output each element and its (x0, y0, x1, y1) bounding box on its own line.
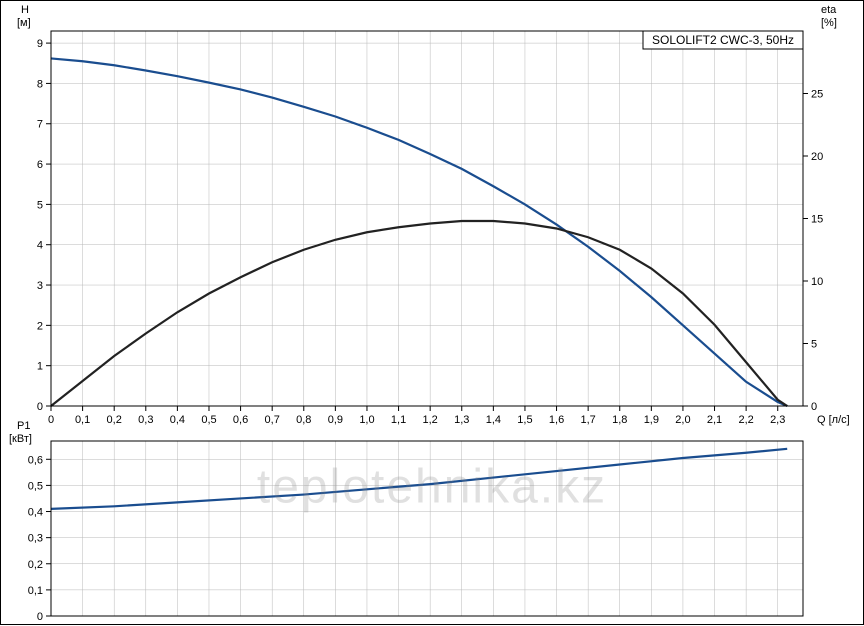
svg-text:1,0: 1,0 (359, 414, 374, 426)
svg-text:25: 25 (811, 89, 823, 101)
svg-text:2,0: 2,0 (675, 414, 690, 426)
svg-text:0,5: 0,5 (201, 414, 216, 426)
svg-text:8: 8 (37, 78, 43, 90)
svg-text:0,7: 0,7 (265, 414, 280, 426)
svg-text:H: H (21, 4, 29, 16)
svg-text:15: 15 (811, 214, 823, 226)
svg-text:1,4: 1,4 (486, 414, 501, 426)
svg-text:0,1: 0,1 (75, 414, 90, 426)
svg-text:1,2: 1,2 (423, 414, 438, 426)
svg-text:1: 1 (37, 361, 43, 373)
svg-text:Q [л/с]: Q [л/с] (817, 414, 850, 426)
svg-text:2,1: 2,1 (707, 414, 722, 426)
svg-text:0,2: 0,2 (107, 414, 122, 426)
svg-text:1,3: 1,3 (454, 414, 469, 426)
svg-text:eta: eta (821, 4, 837, 16)
svg-text:9: 9 (37, 38, 43, 50)
svg-text:20: 20 (811, 151, 823, 163)
svg-text:7: 7 (37, 119, 43, 131)
svg-text:[кВт]: [кВт] (9, 433, 32, 445)
svg-text:2,3: 2,3 (770, 414, 785, 426)
svg-text:[м]: [м] (17, 17, 31, 29)
svg-text:0,5: 0,5 (28, 480, 43, 492)
svg-text:0,3: 0,3 (28, 533, 43, 545)
svg-text:0,8: 0,8 (296, 414, 311, 426)
svg-text:0,2: 0,2 (28, 559, 43, 571)
svg-text:1,8: 1,8 (612, 414, 627, 426)
svg-text:1,9: 1,9 (644, 414, 659, 426)
svg-text:P1: P1 (17, 420, 30, 432)
svg-text:0,6: 0,6 (28, 454, 43, 466)
chart-svg: 0 1 2 3 4 5 6 7 8 9 0 5 10 15 20 25 0 0,1 0,2 0,3 0,4 0,5 0,6 0… (1, 1, 864, 626)
svg-text:3: 3 (37, 280, 43, 292)
svg-text:2,2: 2,2 (738, 414, 753, 426)
svg-text:0,3: 0,3 (138, 414, 153, 426)
svg-text:4: 4 (37, 240, 43, 252)
svg-text:0,6: 0,6 (233, 414, 248, 426)
svg-text:0,4: 0,4 (28, 507, 43, 519)
svg-text:10: 10 (811, 276, 823, 288)
svg-text:1,1: 1,1 (391, 414, 406, 426)
svg-text:5: 5 (37, 199, 43, 211)
chart-container: 0 1 2 3 4 5 6 7 8 9 0 5 10 15 20 25 0 0,1 0,2 0,3 0,4 0,5 0,6 0… (0, 0, 864, 625)
svg-text:[%]: [%] (821, 17, 837, 29)
svg-text:5: 5 (811, 339, 817, 351)
svg-text:0: 0 (811, 401, 817, 413)
svg-text:0: 0 (37, 611, 43, 623)
svg-text:2: 2 (37, 320, 43, 332)
svg-text:1,6: 1,6 (549, 414, 564, 426)
svg-text:0,4: 0,4 (170, 414, 185, 426)
svg-text:1,7: 1,7 (580, 414, 595, 426)
svg-text:SOLOLIFT2 CWC-3, 50Hz: SOLOLIFT2 CWC-3, 50Hz (652, 33, 794, 47)
svg-text:1,5: 1,5 (517, 414, 532, 426)
svg-text:0,9: 0,9 (328, 414, 343, 426)
svg-text:6: 6 (37, 159, 43, 171)
svg-text:0: 0 (48, 414, 54, 426)
svg-text:0,1: 0,1 (28, 585, 43, 597)
svg-text:0: 0 (37, 401, 43, 413)
